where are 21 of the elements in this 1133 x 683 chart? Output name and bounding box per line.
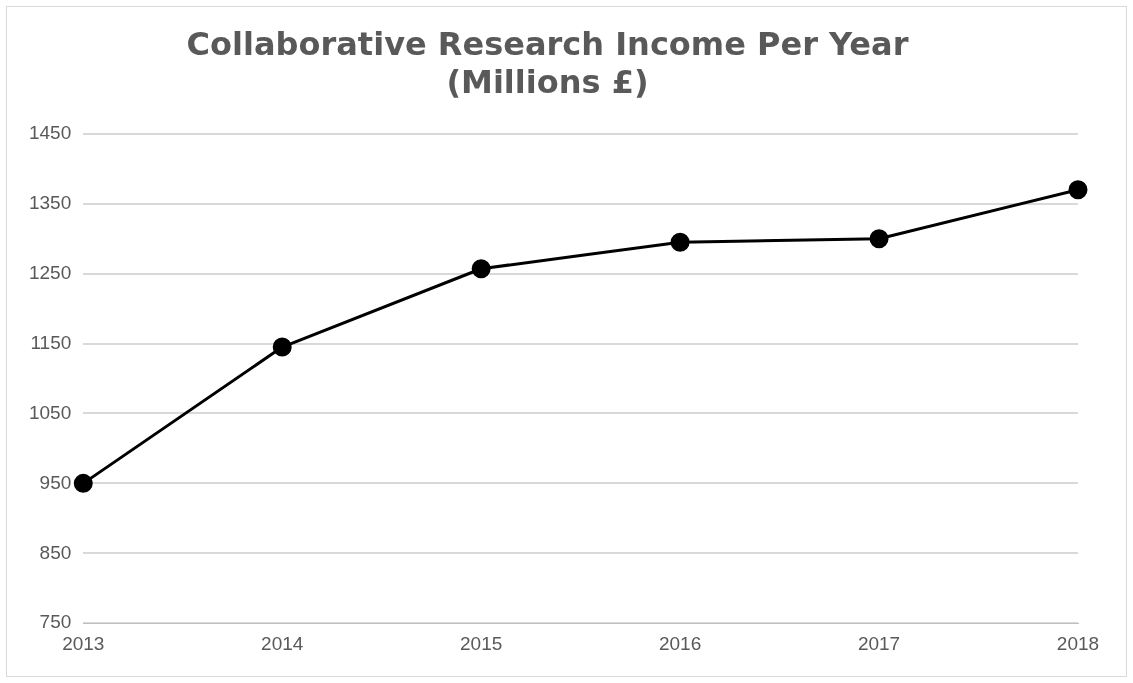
point [1068, 180, 1088, 200]
y-tick-label: 750 [39, 611, 72, 633]
x-tick-label: 2015 [460, 632, 503, 654]
x-tick-label: 2018 [1056, 632, 1100, 654]
y-tick-label: 1150 [30, 331, 72, 353]
y-tick-label: 1250 [28, 261, 72, 283]
x-tick-label: 2014 [261, 632, 304, 654]
y-tick-label: 1350 [28, 191, 72, 213]
y-tick-label: 1050 [28, 401, 72, 423]
point [73, 473, 93, 493]
point [272, 337, 292, 357]
chart-title: Collaborative Research Income Per Year (Millions £) [186, 24, 909, 101]
y-tick-label: 1450 [28, 122, 72, 144]
y-tick-label: 950 [39, 471, 72, 493]
x-tick-label: 2017 [857, 632, 901, 654]
point [670, 232, 690, 252]
point [471, 259, 491, 279]
point [869, 229, 889, 249]
y-tick-label: 850 [39, 541, 72, 563]
x-tick-label: 2013 [62, 632, 105, 654]
x-tick-label: 2016 [658, 632, 702, 654]
